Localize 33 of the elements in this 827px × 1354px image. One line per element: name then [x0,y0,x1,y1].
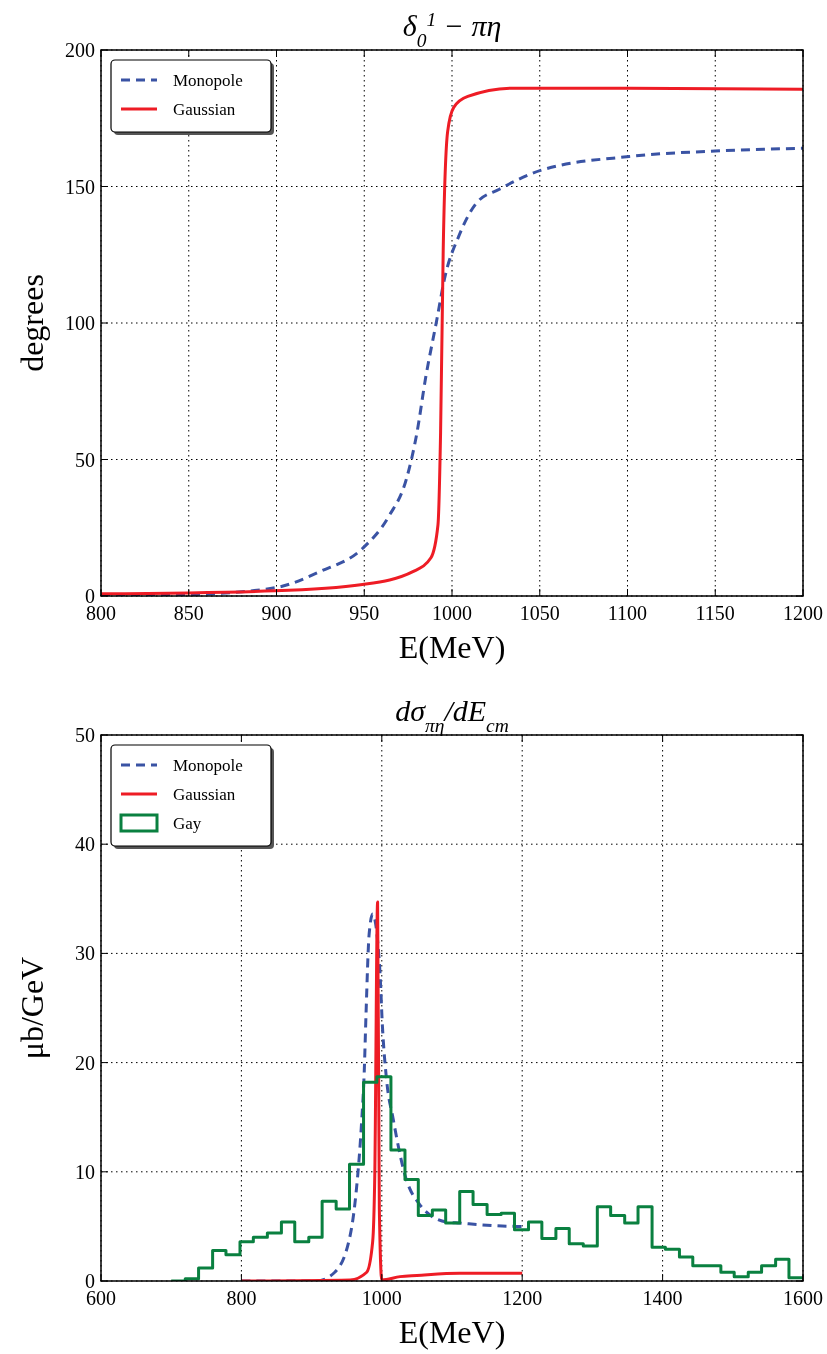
y-tick-label: 50 [75,724,95,746]
legend-label: Monopole [173,756,243,775]
y-tick-label: 150 [65,175,95,198]
x-tick-label: 950 [349,602,380,624]
x-tick-label: 1050 [519,602,560,624]
x-axis-title: E(MeV) [398,629,506,665]
y-tick-label: 10 [75,1160,95,1183]
x-tick-label: 1000 [361,1287,402,1309]
legend-label: Gaussian [173,785,236,804]
y-tick-label: 20 [75,1051,95,1074]
y-tick-label: 40 [75,833,95,856]
x-tick-label: 900 [261,602,292,624]
y-tick-label: 50 [75,448,95,471]
legend-label: Gaussian [173,100,236,119]
x-tick-label: 1100 [607,602,648,624]
y-tick-label: 200 [65,39,95,61]
x-tick-label: 1200 [502,1287,543,1309]
x-axis-title: E(MeV) [398,1314,506,1350]
legend-label: Gay [173,814,202,833]
x-tick-label: 1600 [783,1287,823,1309]
y-axis-title: μb/GeV [14,956,50,1060]
chart-title: dσ$_{πη}$/dE$_{cm}$ [395,694,509,736]
x-tick-label: 850 [173,602,204,624]
y-tick-label: 100 [65,312,95,334]
x-tick-label: 1150 [695,602,735,624]
y-tick-label: 30 [75,942,95,965]
chart-title: δ$_{0}$$^{1}$ − πη [402,8,502,51]
x-tick-label: 1400 [642,1287,683,1309]
legend-label: Monopole [173,71,243,90]
x-tick-label: 1200 [783,602,823,624]
x-tick-label: 800 [226,1287,257,1309]
y-axis-title: degrees [14,274,50,372]
x-tick-label: 1000 [432,602,472,624]
